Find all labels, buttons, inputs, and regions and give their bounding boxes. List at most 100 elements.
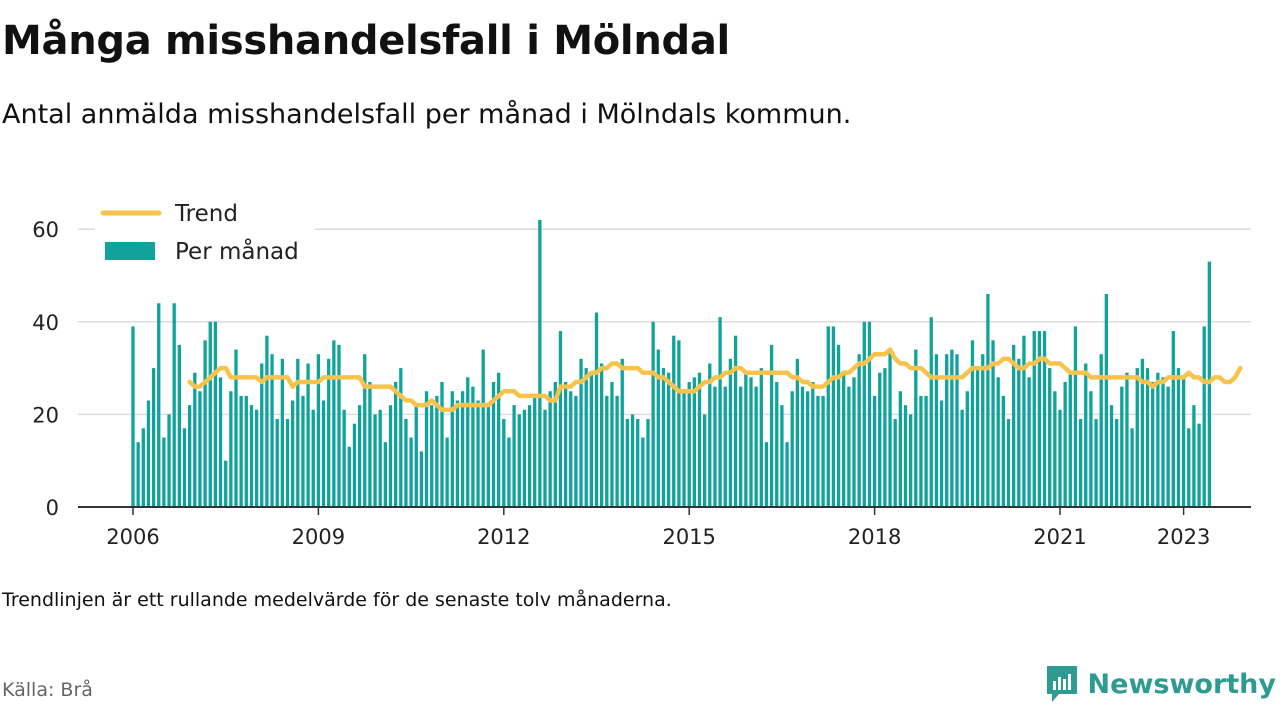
bar: [337, 344, 341, 507]
bar: [1115, 419, 1119, 507]
bar: [600, 363, 604, 507]
bar: [285, 419, 290, 507]
bar: [131, 326, 135, 507]
bar: [388, 405, 393, 507]
bar: [460, 391, 465, 507]
bar: [775, 381, 779, 507]
bar: [1187, 428, 1191, 507]
bar: [991, 340, 995, 507]
bar: [1161, 377, 1165, 507]
bar: [981, 354, 985, 507]
bar: [836, 344, 841, 507]
legend-bar-swatch: [105, 242, 155, 260]
bar: [491, 381, 496, 507]
bar: [151, 368, 156, 507]
bar: [615, 395, 619, 507]
bar: [1058, 409, 1062, 507]
bar: [280, 358, 284, 507]
bar: [893, 419, 897, 507]
bar: [368, 381, 372, 507]
chart-title: Många misshandelsfall i Mölndal: [2, 18, 730, 64]
bar: [234, 349, 238, 507]
bar: [852, 377, 856, 507]
bar: [450, 391, 454, 507]
bar: [708, 363, 712, 507]
bar: [811, 381, 815, 507]
bar: [527, 405, 532, 507]
bar: [373, 414, 377, 507]
bar: [502, 419, 506, 507]
bar: [404, 419, 408, 507]
bar: [157, 303, 161, 507]
bar: [1145, 368, 1150, 507]
legend: Trend Per månad: [95, 195, 315, 273]
bar: [610, 381, 614, 507]
bar: [594, 312, 599, 507]
bar: [1171, 331, 1175, 507]
bar: [1181, 377, 1186, 507]
bar: [316, 354, 321, 507]
bar: [1084, 363, 1088, 507]
bar: [486, 405, 490, 507]
bar: [1042, 331, 1047, 507]
bar: [1192, 405, 1196, 507]
bar: [1156, 372, 1160, 507]
bar: [919, 395, 923, 507]
bar: [1068, 372, 1072, 507]
bar: [579, 358, 583, 507]
bar: [1140, 358, 1145, 507]
bar: [795, 358, 799, 507]
bar: [666, 372, 671, 507]
trend-line: [187, 347, 1243, 413]
bar: [182, 428, 187, 507]
bar: [265, 335, 269, 507]
bar: [193, 372, 197, 507]
bar: [697, 372, 702, 507]
bar: [806, 391, 810, 507]
bar: [455, 400, 460, 507]
bar: [636, 419, 640, 507]
bar: [430, 405, 434, 507]
bar: [394, 381, 398, 507]
bar: [167, 414, 171, 507]
bar: [950, 349, 954, 507]
x-axis-ticks: 2006 2009 2012 2015 2018 2021 2023: [106, 507, 1210, 549]
bar: [383, 442, 387, 507]
bar: [883, 368, 887, 507]
bar-series: [131, 219, 1211, 507]
x-tick-label: 2006: [106, 525, 159, 549]
bar: [692, 377, 696, 507]
x-tick-label: 2015: [662, 525, 715, 549]
bar: [651, 321, 655, 507]
bar: [733, 335, 738, 507]
bar: [260, 363, 264, 507]
bar: [1017, 358, 1021, 507]
bar: [409, 437, 413, 507]
source-label: Källa: Brå: [2, 679, 93, 701]
brand-logo[interactable]: Newsworthy: [1045, 664, 1276, 704]
bar: [1125, 372, 1129, 507]
bar: [780, 405, 784, 507]
bar: [1099, 354, 1103, 507]
bar: [466, 377, 470, 507]
bar: [203, 340, 207, 507]
bar: [939, 400, 944, 507]
bar: [1032, 331, 1036, 507]
bar: [1202, 326, 1206, 507]
bar: [1197, 423, 1201, 507]
bar: [945, 354, 949, 507]
x-tick-label: 2018: [848, 525, 901, 549]
bar: [790, 391, 794, 507]
bar: [764, 442, 769, 507]
bar: [177, 344, 181, 507]
bar: [909, 414, 913, 507]
bar: [965, 391, 969, 507]
bar: [332, 340, 336, 507]
bar: [275, 419, 279, 507]
bar: [497, 372, 501, 507]
bar: [646, 419, 650, 507]
bar: [244, 395, 248, 507]
bar: [213, 321, 218, 507]
bar: [672, 335, 676, 507]
bar: [800, 386, 805, 507]
